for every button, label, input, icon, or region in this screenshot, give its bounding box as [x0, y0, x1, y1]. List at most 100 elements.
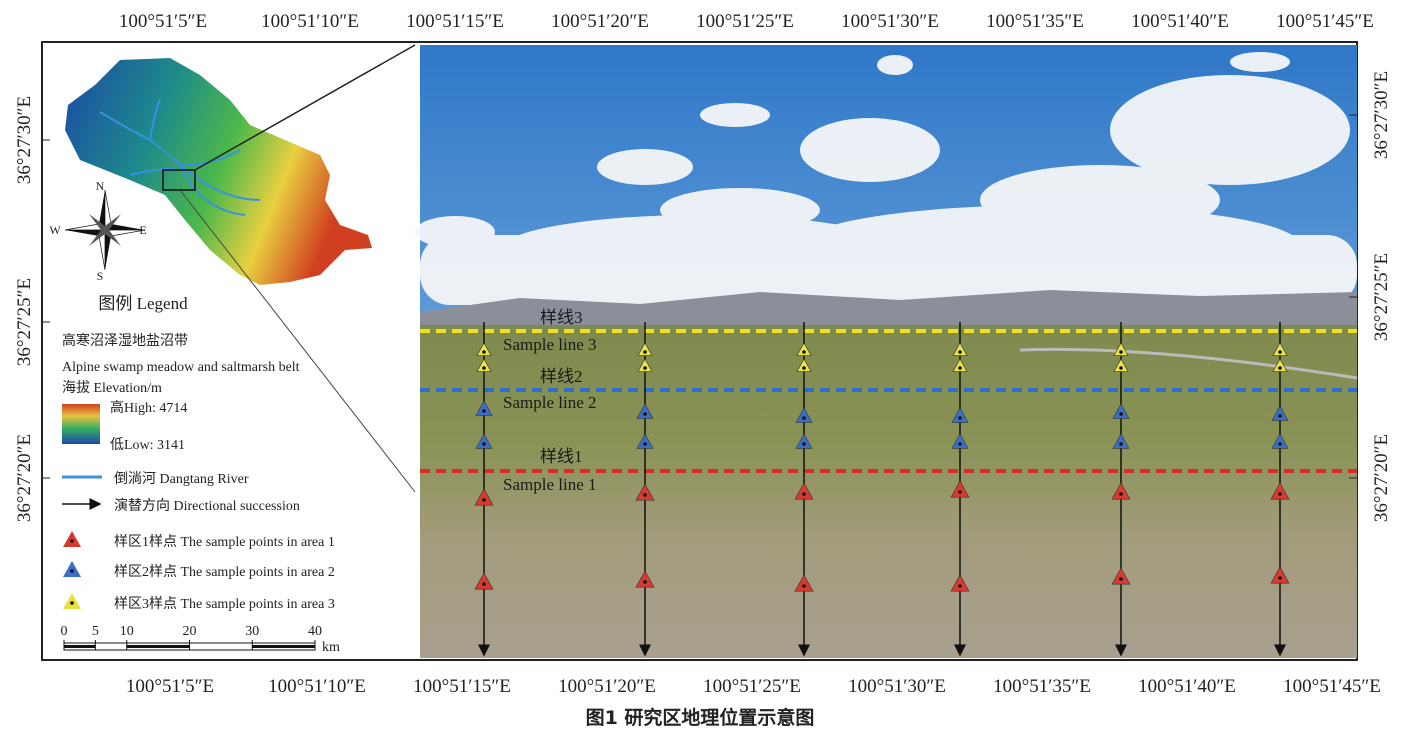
sample-point-dot	[482, 366, 486, 370]
legend-elevation: 海拔 Elevation/m	[62, 380, 162, 396]
sample-point	[635, 483, 655, 501]
sample-point	[1113, 358, 1129, 372]
sample-point-dot	[1119, 412, 1123, 416]
legend-high: 高High: 4714	[110, 399, 187, 416]
sample-point	[1112, 403, 1130, 419]
sample-point	[474, 572, 494, 590]
caption: 图1 研究区地理位置示意图	[586, 706, 815, 726]
sample-point-dot	[643, 412, 647, 416]
left-axis-label: 36°27′25″E	[14, 278, 35, 366]
photo-line2-cn: 样线2	[540, 367, 583, 386]
sample-point	[636, 403, 654, 419]
top-axis-label: 100°51′25″E	[696, 11, 794, 32]
sample-point	[1271, 405, 1289, 421]
sample-point	[952, 342, 968, 356]
top-axis-label: 100°51′30″E	[841, 11, 939, 32]
sample-point-dot	[1278, 492, 1282, 496]
bottom-axis-label: 100°51′30″E	[848, 676, 946, 697]
sample-point-dot	[1278, 414, 1282, 418]
top-axis-label: 100°51′45″E	[1276, 11, 1374, 32]
left-axis-label: 36°27′20″E	[14, 434, 35, 522]
right-axis-label: 36°27′30″E	[1371, 71, 1392, 159]
sample-point-dot	[1278, 576, 1282, 580]
sample-point-dot	[1278, 442, 1282, 446]
sample-point	[794, 482, 814, 500]
bottom-axis-label: 100°51′15″E	[413, 676, 511, 697]
sample-point-dot	[482, 582, 486, 586]
sample-point-dot	[802, 366, 806, 370]
sample-point-dot	[482, 498, 486, 502]
scale-label: 20	[183, 624, 197, 639]
top-axis-label: 100°51′35″E	[986, 11, 1084, 32]
sample-point-dot	[1119, 350, 1123, 354]
top-axis-label: 100°51′15″E	[406, 11, 504, 32]
sample-point-dot	[1119, 577, 1123, 581]
right-axis-label: 36°27′20″E	[1371, 434, 1392, 522]
sample-point	[476, 358, 492, 372]
bottom-axis-label: 100°51′20″E	[558, 676, 656, 697]
sample-point	[950, 480, 970, 498]
legend-belt-en: Alpine swamp meadow and saltmarsh belt	[62, 360, 300, 375]
sample-point	[1113, 342, 1129, 356]
sample-point-dot	[1278, 350, 1282, 354]
legend-low: 低Low: 3141	[110, 437, 185, 453]
sample-point	[636, 433, 654, 449]
scale-segment	[252, 645, 315, 648]
sample-point-dot	[643, 493, 647, 497]
bottom-axis-label: 100°51′5″E	[126, 676, 214, 697]
scale-label: 10	[120, 624, 134, 639]
sample-point-dot	[802, 492, 806, 496]
sample-point-dot	[1119, 492, 1123, 496]
sample-point	[951, 433, 969, 449]
sample-point	[952, 358, 968, 372]
legend-area3: 样区3样点 The sample points in area 3	[114, 596, 335, 612]
sample-point-dot	[643, 366, 647, 370]
compass-s: S	[97, 269, 104, 283]
sample-point-dot	[958, 416, 962, 420]
top-axis-label: 100°51′40″E	[1131, 11, 1229, 32]
bottom-axis-label: 100°51′45″E	[1283, 676, 1381, 697]
left-axis-label: 36°27′30″E	[14, 96, 35, 184]
sample-point-dot	[802, 416, 806, 420]
compass-n: N	[96, 179, 105, 193]
sample-point-dot	[802, 442, 806, 446]
scale-segment	[126, 645, 190, 648]
top-axis-label: 100°51′20″E	[551, 11, 649, 32]
sample-point	[476, 342, 492, 356]
legend-area1: 样区1样点 The sample points in area 1	[114, 534, 335, 550]
sample-point	[475, 400, 493, 416]
photo-line3-en: Sample line 3	[503, 335, 596, 354]
legend-river: 倒淌河 Dangtang River	[114, 471, 249, 487]
sample-point-dot	[958, 584, 962, 588]
sample-point	[1272, 358, 1288, 372]
scale-unit: km	[322, 640, 340, 655]
photo	[415, 45, 1358, 658]
sample-point-dot	[643, 442, 647, 446]
sample-point-dot	[958, 350, 962, 354]
photo-line3-cn: 样线3	[540, 308, 583, 327]
sample-point	[474, 488, 494, 506]
sample-point	[1112, 433, 1130, 449]
top-axis-label: 100°51′5″E	[119, 11, 207, 32]
sample-point	[1272, 342, 1288, 356]
sample-point	[1111, 482, 1131, 500]
sample-point-dot	[802, 584, 806, 588]
compass-w: W	[49, 223, 61, 237]
sample-point-dot	[482, 350, 486, 354]
sample-point-dot	[1119, 442, 1123, 446]
bottom-axis-label: 100°51′10″E	[268, 676, 366, 697]
sample-point-dot	[802, 350, 806, 354]
sample-point	[796, 342, 812, 356]
sample-point-dot	[482, 409, 486, 413]
sample-point-dot	[958, 366, 962, 370]
sample-point	[1270, 482, 1290, 500]
sample-point-dot	[958, 442, 962, 446]
compass-e: E	[139, 223, 146, 237]
scale-label: 0	[61, 624, 68, 639]
sample-point	[794, 574, 814, 592]
sample-point-dot	[643, 350, 647, 354]
scale-label: 30	[245, 624, 259, 639]
sample-point-dot	[643, 580, 647, 584]
scale-label: 40	[308, 624, 322, 639]
